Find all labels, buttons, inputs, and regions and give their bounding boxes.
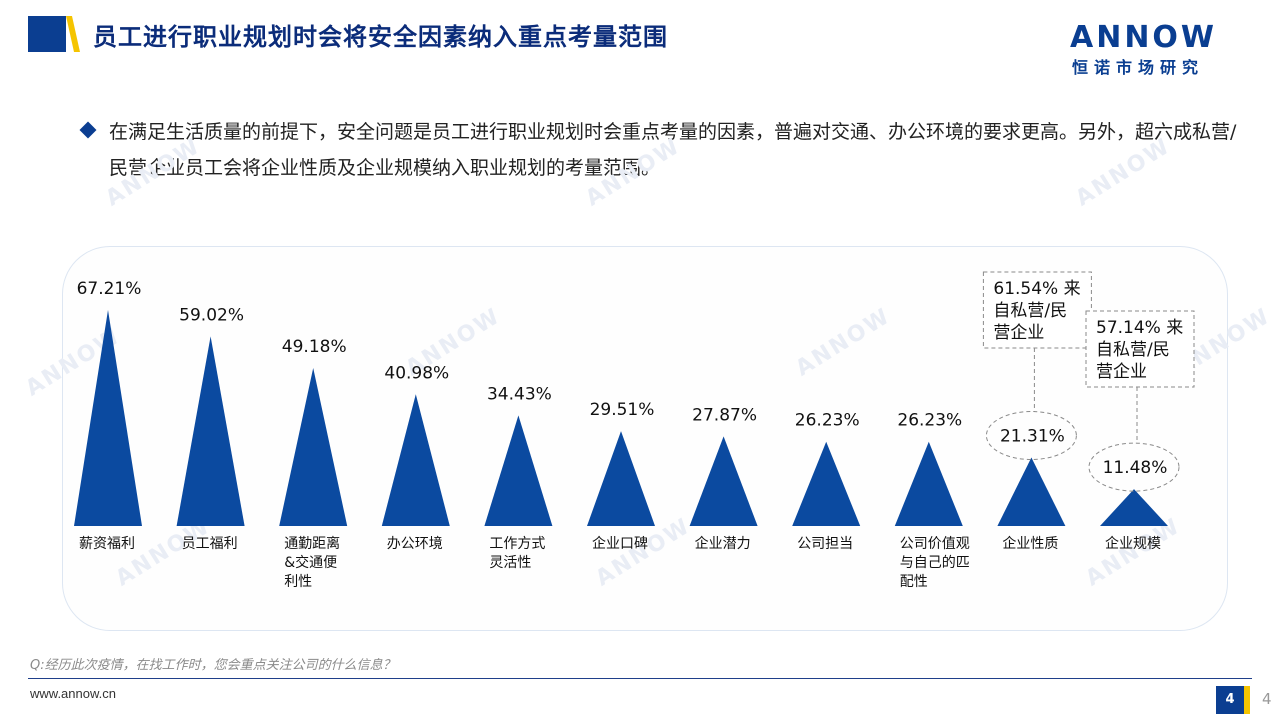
footer-divider [28, 678, 1252, 679]
bar [1100, 489, 1168, 526]
brand-logo: ANNOW [1070, 20, 1218, 55]
category-label: 企业规模 [1105, 535, 1161, 552]
category-label: 公司担当 [797, 536, 853, 552]
annotation-text: 营企业 [1096, 362, 1147, 382]
bar [792, 441, 861, 526]
bar [74, 310, 142, 526]
category-label: 配性 [900, 574, 928, 590]
category-label: &交通便 [284, 554, 337, 571]
data-label: 11.48% [1103, 458, 1168, 478]
annotation-box [982, 271, 1092, 349]
data-label: 27.87% [692, 405, 757, 425]
category-label: 薪资福利 [79, 536, 135, 552]
category-label: 企业性质 [1002, 535, 1058, 552]
data-label: 26.23% [897, 411, 962, 431]
category-label: 员工福利 [182, 536, 238, 552]
category-label: 灵活性 [489, 555, 531, 571]
header-accent-block [28, 16, 80, 52]
annotation-text: 61.54% 来 [993, 279, 1080, 299]
category-label: 与自己的匹 [900, 555, 970, 571]
summary-text: 在满足生活质量的前提下，安全问题是员工进行职业规划时会重点考量的因素，普遍对交通… [109, 121, 1237, 179]
bar [689, 436, 758, 526]
category-label: 工作方式 [489, 536, 545, 552]
bar [587, 431, 655, 526]
page-number-accent [1244, 686, 1250, 714]
category-label: 公司价值观 [900, 536, 970, 552]
data-label: 34.43% [487, 384, 552, 404]
bar [484, 415, 553, 526]
page-number: 4 [1225, 692, 1235, 707]
data-label: 29.51% [590, 400, 655, 420]
bar [997, 457, 1066, 526]
annotation-text: 营企业 [993, 323, 1044, 343]
category-label: 通勤距离 [284, 535, 340, 552]
data-label: 21.31% [1000, 427, 1065, 447]
annotation-text: 57.14% 来 [1096, 318, 1183, 338]
data-label: 40.98% [384, 363, 449, 383]
category-label: 利性 [284, 574, 312, 590]
page-number-plain: 4 [1262, 690, 1272, 708]
page-title: 员工进行职业规划时会将安全因素纳入重点考量范围 [93, 23, 668, 51]
annotation-ellipse [1088, 442, 1180, 492]
data-label: 59.02% [179, 305, 244, 325]
data-label: 26.23% [795, 411, 860, 431]
bar [176, 336, 245, 526]
brand-logo-subtitle: 恒诺市场研究 [1072, 58, 1205, 77]
category-label: 企业口碑 [592, 535, 648, 552]
website-link[interactable]: www.annow.cn [30, 686, 116, 701]
annotation-text: 自私营/民 [993, 301, 1067, 321]
data-label: 49.18% [282, 337, 347, 357]
category-label: 办公环境 [387, 536, 443, 552]
bar [381, 394, 450, 526]
category-label: 企业潜力 [695, 535, 751, 552]
annotation-box [1085, 310, 1195, 388]
page-number-box [1216, 686, 1244, 714]
annotation-text: 自私营/民 [1096, 340, 1170, 360]
bar [279, 367, 348, 526]
annotation-ellipse [985, 411, 1077, 461]
bar [894, 441, 963, 526]
survey-question: Q:经历此次疫情，在找工作时，您会重点关注公司的什么信息？ [30, 658, 396, 673]
data-label: 67.21% [77, 279, 142, 299]
